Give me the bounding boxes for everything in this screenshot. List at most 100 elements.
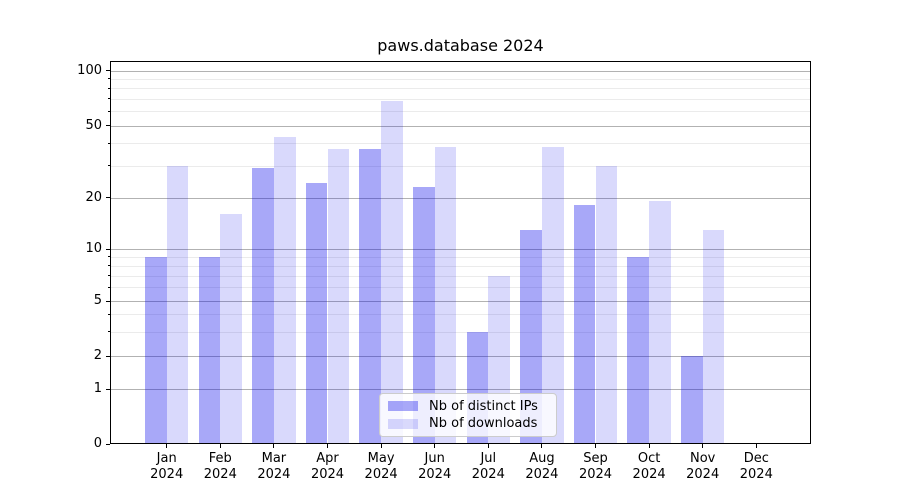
gridline-minor: [110, 98, 811, 100]
bar-downloads-apr: [327, 149, 350, 444]
y-tick: [106, 443, 110, 445]
legend-label: Nb of distinct IPs: [429, 398, 538, 414]
y-tick-label: 10: [85, 241, 102, 256]
gridline-minor: [110, 314, 811, 316]
gridline-minor: [110, 331, 811, 333]
x-tick-label: Jul 2024: [471, 451, 505, 482]
gridline-major: [110, 197, 811, 199]
x-tick-label: Feb 2024: [203, 451, 237, 482]
legend-item: Nb of distinct IPs: [388, 399, 548, 414]
gridline-minor: [110, 78, 811, 80]
x-tick: [755, 444, 757, 448]
bar-downloads-jun: [434, 147, 457, 444]
y-minor-tick: [107, 286, 110, 288]
bar-downloads-jan: [166, 165, 189, 444]
y-minor-tick: [107, 265, 110, 267]
y-minor-tick: [107, 87, 110, 89]
gridline-minor: [110, 143, 811, 145]
bar-downloads-feb: [220, 214, 243, 444]
y-minor-tick: [107, 256, 110, 258]
x-tick: [219, 444, 221, 448]
x-tick-label: Dec 2024: [739, 451, 773, 482]
y-minor-tick: [107, 98, 110, 100]
bar-distinct-ips-may: [359, 149, 382, 444]
x-tick-label: May 2024: [364, 451, 398, 482]
gridline-minor: [110, 275, 811, 277]
x-tick: [327, 444, 328, 448]
legend-item: Nb of downloads: [388, 416, 548, 431]
x-tick: [166, 444, 168, 448]
bar-downloads-oct: [649, 201, 671, 444]
gridline-minor: [110, 287, 811, 289]
y-minor-tick: [107, 165, 110, 167]
bar-downloads-may: [381, 101, 403, 444]
bar-distinct-ips-aug: [520, 229, 542, 444]
y-minor-tick: [107, 142, 110, 144]
gridline-minor: [110, 256, 811, 258]
y-tick-label: 5: [93, 293, 102, 308]
x-tick: [434, 444, 436, 448]
legend-swatch-downloads-icon: [388, 418, 418, 429]
y-tick: [106, 388, 110, 390]
x-tick: [702, 444, 704, 448]
x-tick: [648, 444, 650, 448]
gridline-major: [110, 125, 811, 127]
bar-distinct-ips-sep: [573, 205, 596, 444]
y-minor-tick: [107, 275, 110, 277]
y-tick: [106, 197, 110, 198]
x-tick: [595, 444, 596, 448]
legend-label: Nb of downloads: [429, 416, 538, 432]
x-tick-label: Jan 2024: [150, 451, 184, 482]
x-tick-label: Aug 2024: [525, 451, 559, 482]
y-tick-label: 50: [85, 117, 102, 133]
y-tick: [106, 70, 110, 71]
x-tick: [487, 444, 489, 448]
x-tick-label: Sep 2024: [578, 451, 613, 482]
bar-downloads-mar: [273, 137, 296, 444]
gridline-major: [110, 389, 811, 390]
y-tick-label: 100: [77, 62, 102, 78]
gridline-major: [110, 70, 811, 72]
legend-swatch-distinct-ips-icon: [388, 401, 418, 412]
y-tick: [106, 125, 110, 126]
x-tick-label: Jun 2024: [418, 451, 452, 482]
bar-distinct-ips-jan: [144, 256, 167, 444]
y-tick-label: 20: [85, 189, 102, 205]
y-tick-label: 0: [93, 436, 102, 451]
gridline-minor: [110, 88, 811, 90]
y-minor-tick: [107, 110, 110, 112]
x-tick: [541, 444, 543, 448]
y-tick: [106, 300, 110, 302]
x-tick-label: Oct 2024: [632, 451, 666, 482]
bar-distinct-ips-apr: [305, 183, 328, 444]
y-minor-tick: [107, 313, 110, 315]
gridline-minor: [110, 111, 811, 113]
gridline-major: [110, 249, 811, 250]
gridline-major: [110, 356, 811, 357]
y-tick: [106, 248, 110, 250]
y-minor-tick: [107, 331, 110, 333]
x-tick-label: Nov 2024: [686, 451, 720, 482]
chart-title: paws.database 2024: [377, 36, 544, 55]
bar-downloads-nov: [702, 229, 725, 444]
legend: Nb of distinct IPs Nb of downloads: [379, 393, 557, 437]
bar-distinct-ips-oct: [627, 256, 650, 444]
gridline-minor: [110, 265, 811, 267]
x-tick-label: Mar 2024: [257, 451, 291, 482]
y-tick-label: 1: [93, 381, 102, 396]
bar-downloads-sep: [595, 165, 618, 444]
x-tick: [273, 444, 275, 448]
bar-distinct-ips-jun: [412, 186, 435, 444]
x-tick-label: Apr 2024: [310, 451, 345, 482]
y-tick-label: 2: [93, 348, 102, 363]
gridline-major: [110, 301, 811, 302]
bar-distinct-ips-nov: [680, 356, 703, 444]
x-tick: [380, 444, 382, 448]
y-minor-tick: [107, 78, 110, 80]
plot-area: [110, 61, 811, 444]
bar-distinct-ips-feb: [198, 256, 221, 444]
bar-distinct-ips-mar: [252, 168, 274, 444]
y-tick: [106, 355, 110, 357]
bar-downloads-aug: [541, 147, 564, 444]
